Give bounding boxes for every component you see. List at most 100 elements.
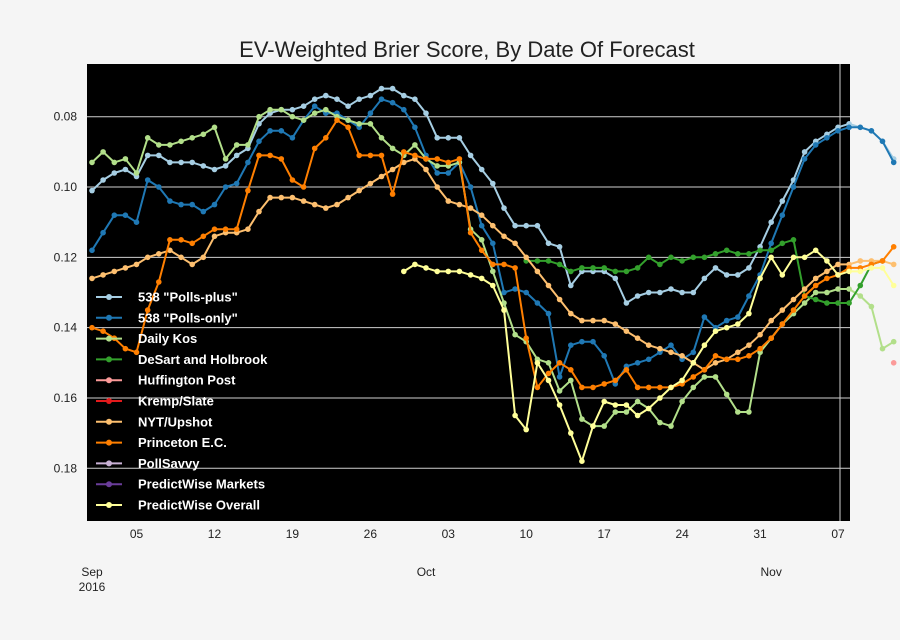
data-point [668, 384, 674, 391]
data-point [311, 103, 318, 109]
data-point [768, 219, 774, 225]
data-point [612, 377, 619, 384]
data-point [612, 321, 619, 327]
data-point [579, 317, 585, 324]
data-point [334, 117, 340, 123]
legend-swatch-marker [106, 418, 112, 425]
data-point [512, 412, 518, 419]
data-point [356, 121, 363, 127]
x-tick-label: 03 [442, 527, 456, 541]
data-point [289, 194, 296, 201]
data-point [812, 296, 819, 303]
data-point [801, 300, 808, 306]
data-point [267, 106, 273, 113]
y-tick-label: 0.08 [54, 110, 78, 124]
data-point [122, 212, 129, 218]
data-point [111, 212, 118, 218]
legend-label: DeSart and Holbrook [138, 352, 268, 367]
data-point [545, 370, 552, 377]
data-point [690, 374, 697, 380]
data-point [645, 405, 652, 412]
data-point [556, 261, 563, 268]
x-year-label: 2016 [79, 580, 106, 594]
data-point [311, 201, 318, 208]
data-point [568, 430, 574, 436]
data-point [490, 240, 496, 247]
data-point [111, 159, 118, 166]
series-4 [890, 360, 897, 366]
data-point [645, 356, 652, 363]
data-point [289, 113, 296, 120]
legend-item: 538 "Polls-plus" [96, 290, 238, 305]
data-point [590, 423, 596, 429]
data-point [645, 254, 652, 261]
data-point [701, 374, 708, 380]
data-point [768, 247, 774, 254]
data-point [423, 166, 429, 173]
data-point [712, 251, 719, 257]
y-tick-label: 0.18 [54, 461, 78, 475]
x-tick-label: 31 [753, 527, 767, 541]
data-point [367, 110, 374, 116]
data-point [423, 110, 429, 116]
data-point [857, 268, 864, 275]
data-point [501, 261, 507, 268]
x-tick-label: 17 [597, 527, 611, 541]
data-point [167, 198, 173, 204]
data-point [434, 268, 441, 275]
data-point [167, 237, 173, 243]
data-point [178, 138, 184, 145]
legend-item: Huffington Post [96, 373, 236, 388]
x-month-label: Oct [417, 565, 436, 579]
data-point [412, 96, 418, 102]
data-point [746, 251, 752, 257]
data-point [256, 113, 262, 120]
data-point [401, 268, 407, 275]
data-point [690, 384, 697, 391]
data-point [289, 135, 296, 141]
data-point [467, 184, 474, 190]
data-point [490, 282, 496, 289]
data-point [334, 201, 340, 208]
data-point [568, 310, 574, 317]
data-point [835, 286, 841, 292]
data-point [846, 124, 852, 131]
data-point [245, 159, 251, 166]
data-point [601, 317, 607, 324]
data-point [122, 166, 129, 173]
data-point [712, 265, 719, 271]
data-point [412, 152, 418, 159]
data-point [568, 377, 574, 384]
data-point [490, 222, 496, 229]
data-point [378, 96, 385, 102]
legend-label: NYT/Upshot [138, 414, 213, 429]
data-point [879, 345, 886, 352]
data-point [879, 258, 886, 264]
data-point [824, 289, 830, 296]
data-point [657, 345, 663, 352]
data-point [89, 324, 95, 331]
data-point [768, 317, 774, 324]
data-point [178, 159, 184, 166]
data-point [612, 402, 619, 408]
data-point [389, 191, 396, 197]
data-point [122, 345, 129, 352]
series-7 [89, 117, 897, 391]
legend-label: PollSavvy [138, 456, 200, 471]
data-point [122, 156, 129, 162]
data-point [735, 349, 741, 356]
legend-swatch-marker [106, 439, 112, 446]
data-point [612, 409, 619, 415]
data-point [267, 194, 273, 201]
series-6 [89, 156, 897, 373]
data-point [367, 92, 374, 99]
data-point [712, 328, 719, 335]
data-point [412, 124, 418, 131]
data-point [423, 156, 429, 162]
data-point [323, 205, 329, 211]
data-point [434, 170, 441, 176]
data-point [467, 272, 474, 278]
data-point [846, 300, 852, 306]
data-point [657, 261, 663, 268]
